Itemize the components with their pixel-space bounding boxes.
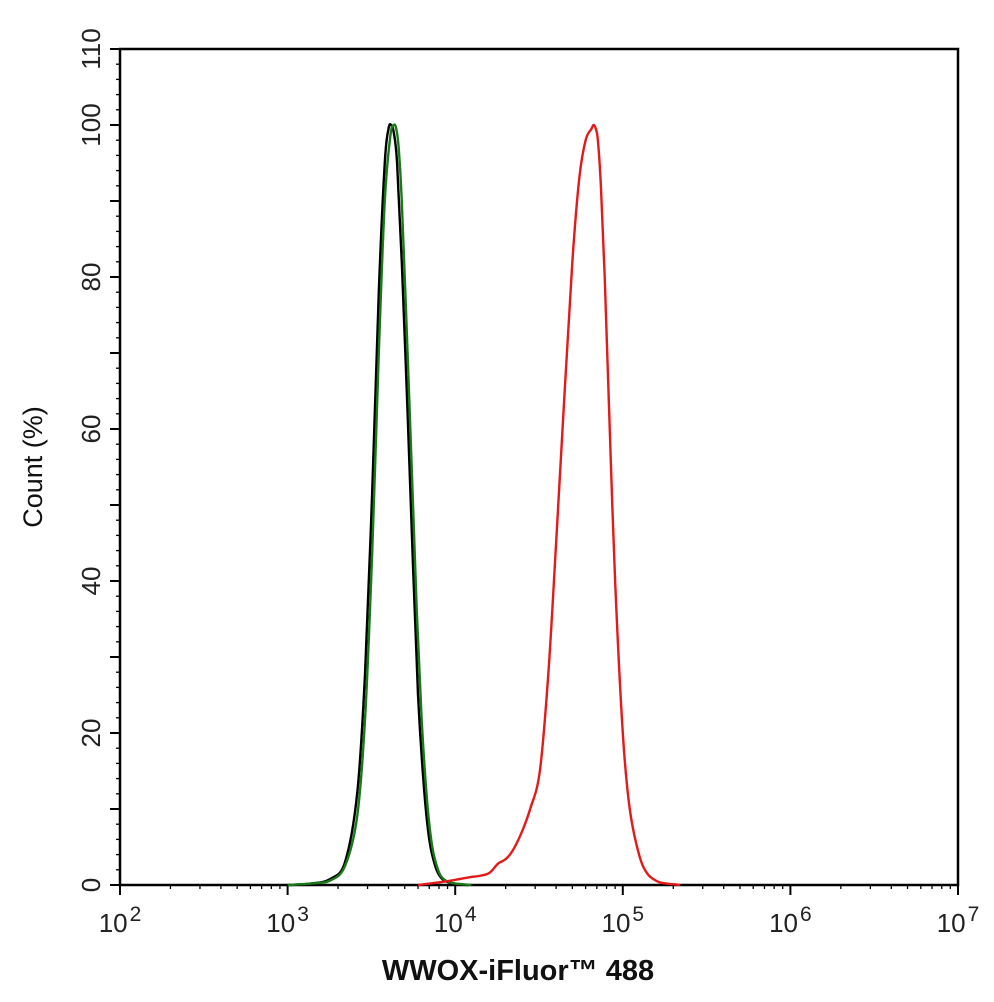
- x-tick-label: 102: [99, 903, 142, 938]
- y-axis: 0 20 40 60 80 100 110: [76, 28, 120, 892]
- x-axis-label: WWOX-iFluor™ 488: [382, 955, 654, 987]
- y-tick-label: 20: [76, 719, 106, 748]
- y-tick-label: 80: [76, 263, 106, 292]
- plot-area-frame: [118, 47, 960, 887]
- x-tick-label: 104: [434, 903, 477, 938]
- y-axis-label: Count (%): [18, 406, 48, 528]
- y-tick-label: 100: [76, 103, 106, 146]
- x-tick-label: 103: [266, 903, 309, 938]
- series-line-1: [287, 123, 472, 887]
- y-tick-label: 40: [76, 567, 106, 596]
- series-line-2: [417, 123, 681, 887]
- x-tick-label: 105: [601, 903, 644, 938]
- x-tick-label: 107: [937, 903, 980, 938]
- x-tick-label: 106: [769, 903, 812, 938]
- y-tick-label: 110: [76, 28, 106, 69]
- y-tick-label: 0: [76, 878, 106, 892]
- x-axis: 102 103 104 105 106 107: [99, 885, 980, 938]
- y-tick-label: 60: [76, 415, 106, 444]
- series-layer: [287, 123, 681, 887]
- series-line-0: [287, 123, 469, 887]
